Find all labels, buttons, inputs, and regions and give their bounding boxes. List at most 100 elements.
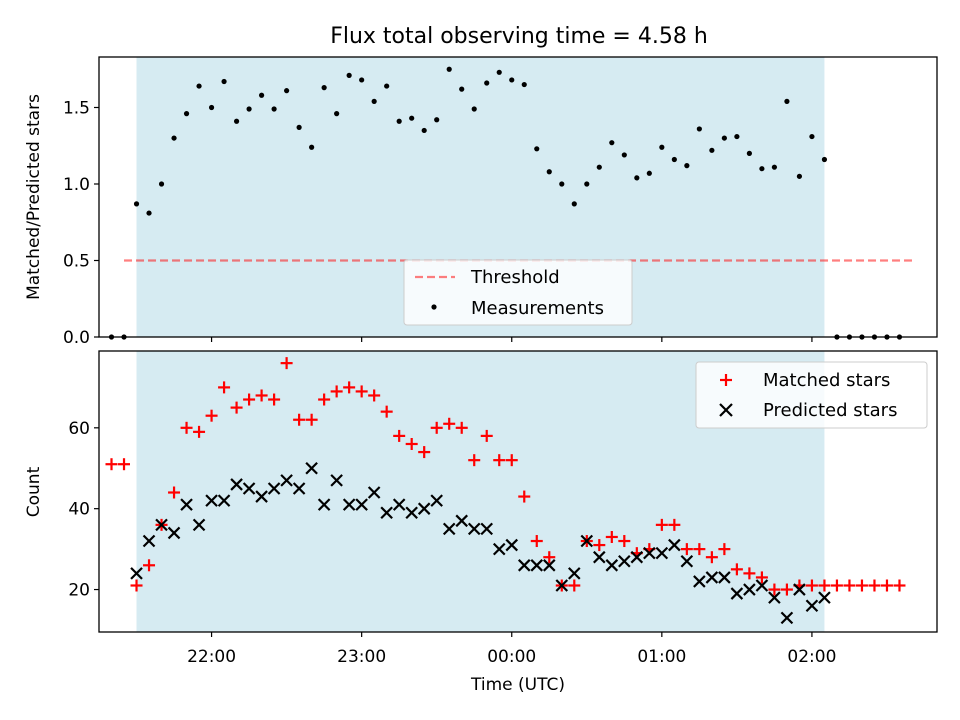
ratio-legend: Threshold Measurements (403, 259, 633, 326)
predicted-star-points (130, 461, 831, 625)
measurement-point (334, 111, 340, 117)
measurement-point (158, 181, 165, 187)
predicted-star-point (417, 502, 431, 515)
matched-star-point (430, 421, 443, 434)
ratio-measurement-points (108, 66, 903, 340)
measurement-point (146, 210, 152, 216)
matched-star-point (255, 389, 268, 402)
legend-predicted-swatch (719, 403, 733, 417)
predicted-star-point (743, 583, 756, 596)
count-y-tick-label: 60 (68, 419, 90, 439)
measurement-point (258, 92, 265, 98)
measurement-point (309, 144, 315, 150)
predicted-star-point (367, 486, 381, 499)
measurement-point (484, 80, 490, 86)
count-plot-frame (98, 350, 938, 633)
count-legend-box (695, 361, 928, 429)
predicted-star-point (492, 542, 506, 556)
x-tick-label: 02:00 (787, 647, 836, 667)
matched-star-point (705, 551, 718, 564)
predicted-star-point (768, 591, 781, 604)
measurement-point (709, 147, 715, 153)
matched-star-point (668, 518, 681, 531)
measurement-point (571, 201, 577, 207)
measurement-point (271, 106, 277, 112)
predicted-star-point (730, 587, 744, 600)
matched-star-point (143, 559, 156, 572)
predicted-star-point (618, 554, 631, 568)
measurement-point (471, 106, 477, 112)
matched-star-point (618, 535, 631, 548)
predicted-star-point (568, 567, 581, 580)
predicted-star-point (630, 550, 644, 564)
measurement-point (434, 117, 440, 123)
matched-star-point (505, 454, 518, 467)
predicted-star-point (517, 559, 531, 572)
matched-star-point (718, 543, 731, 556)
predicted-star-point (342, 498, 356, 511)
x-tick-label: 01:00 (637, 647, 686, 667)
matched-star-point (393, 429, 406, 442)
matched-star-point (418, 446, 431, 459)
predicted-star-point (242, 482, 256, 495)
predicted-star-point (467, 522, 481, 536)
predicted-star-point (542, 559, 556, 572)
matched-star-point (493, 454, 506, 467)
predicted-star-point (392, 498, 406, 511)
x-tick-label: 23:00 (337, 647, 386, 667)
measurement-point (496, 69, 502, 75)
matched-star-point (405, 437, 418, 450)
matched-star-point (755, 571, 768, 584)
matched-star-point (243, 393, 256, 406)
count-legend: Matched stars Predicted stars (695, 361, 928, 429)
predicted-star-point (330, 474, 343, 487)
measurement-point (296, 124, 302, 130)
measurement-point (284, 88, 290, 94)
count-y-tick-label: 40 (68, 500, 90, 520)
x-tick-label: 22:00 (187, 647, 236, 667)
matched-star-point (830, 579, 843, 592)
legend-matched-swatch (720, 374, 732, 386)
matched-star-point (468, 454, 481, 467)
measurement-point (696, 126, 702, 132)
predicted-star-point (643, 546, 656, 560)
predicted-star-point (142, 534, 156, 548)
measurement-point (534, 146, 540, 152)
x-tick-label: 00:00 (487, 647, 536, 667)
count-x-ticks: 22:00 23:00 00:00 01:00 02:00 (187, 632, 836, 667)
predicted-star-point (292, 482, 306, 495)
predicted-star-point (180, 498, 193, 511)
measurement-point (784, 98, 790, 104)
matched-star-point (343, 381, 356, 394)
measurement-point (609, 140, 615, 146)
measurement-point (771, 164, 778, 170)
matched-star-point (318, 393, 331, 406)
measurement-point (659, 144, 665, 150)
matched-star-point (230, 401, 243, 414)
predicted-star-point (442, 522, 456, 536)
matched-star-point (743, 567, 756, 580)
predicted-star-point (355, 498, 368, 511)
measurement-point (371, 98, 377, 104)
predicted-star-point (192, 518, 206, 532)
measurement-point (721, 135, 727, 141)
predicted-star-point (305, 461, 318, 475)
matched-star-point (768, 583, 781, 596)
measurement-point (384, 83, 390, 89)
matched-star-point (205, 409, 218, 422)
measurement-point (321, 85, 327, 91)
measurement-point (809, 133, 815, 140)
matched-star-point (593, 539, 606, 552)
measurement-point (546, 169, 552, 175)
measurement-point (183, 111, 190, 117)
measurement-point (346, 72, 352, 78)
predicted-star-point (255, 490, 268, 503)
predicted-star-point (655, 546, 669, 560)
predicted-star-point (805, 599, 819, 612)
x-axis-label: Time (UTC) (470, 675, 565, 695)
matched-star-point (443, 417, 456, 430)
measurement-point (671, 156, 677, 163)
measurement-point (646, 170, 652, 176)
matched-star-point (368, 389, 381, 402)
legend-threshold-label: Threshold (470, 267, 560, 288)
